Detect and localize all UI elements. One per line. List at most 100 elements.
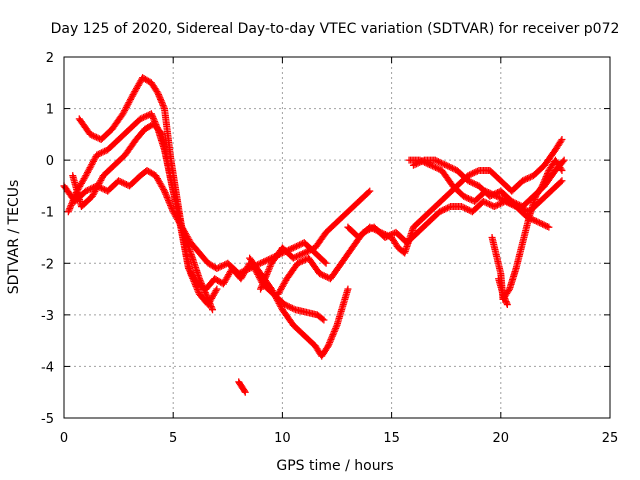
data-point: [263, 271, 271, 279]
data-point: [203, 293, 211, 301]
data-series-group: [60, 74, 568, 396]
data-point: [375, 228, 383, 236]
data-point: [93, 183, 101, 191]
data-point: [99, 185, 107, 193]
data-point: [166, 200, 174, 208]
data-point: [96, 178, 104, 186]
data-point: [240, 387, 248, 395]
data-point: [538, 182, 546, 190]
data-point: [447, 164, 455, 172]
data-point: [486, 192, 494, 200]
data-point: [254, 270, 262, 278]
data-point: [98, 175, 106, 183]
data-point: [288, 304, 296, 312]
data-point: [119, 179, 127, 187]
data-point: [259, 280, 267, 288]
data-point: [91, 154, 99, 162]
data-point: [537, 220, 545, 228]
data-point: [413, 160, 421, 168]
data-point: [289, 254, 297, 262]
data-point: [94, 150, 102, 158]
data-point: [208, 304, 216, 312]
y-tick-labels: -5 -4 -3 -2 -1 0 1 2: [41, 51, 54, 427]
data-point: [201, 289, 209, 297]
data-point: [525, 174, 533, 182]
data-point: [68, 198, 76, 206]
data-point: [287, 303, 295, 311]
data-point: [83, 170, 91, 178]
data-point: [514, 200, 522, 208]
data-point: [95, 180, 103, 188]
data-point: [68, 200, 76, 208]
series-track-4: [69, 120, 254, 293]
data-point: [330, 328, 338, 336]
data-point: [319, 271, 327, 279]
data-point: [66, 203, 74, 211]
data-point: [532, 217, 540, 225]
data-point: [464, 194, 472, 202]
data-point: [484, 200, 492, 208]
data-point: [216, 263, 224, 271]
y-tick-label: -1: [41, 206, 54, 221]
data-point: [115, 177, 123, 185]
data-point: [85, 186, 93, 194]
data-point: [248, 259, 256, 267]
data-point: [544, 170, 552, 178]
data-point: [540, 221, 548, 229]
data-point: [543, 222, 551, 230]
data-point: [253, 269, 261, 277]
data-point: [439, 160, 447, 168]
data-point: [162, 190, 170, 198]
data-point: [323, 343, 331, 351]
data-point: [472, 168, 480, 176]
data-point: [97, 176, 105, 184]
y-tick-label: 1: [46, 103, 54, 118]
data-point: [128, 92, 136, 100]
data-point: [250, 264, 258, 272]
data-point: [164, 197, 172, 205]
data-point: [70, 195, 78, 203]
data-point: [259, 279, 267, 287]
data-point: [252, 267, 260, 275]
data-point: [116, 178, 124, 186]
data-point: [212, 287, 220, 295]
series-track-14: [495, 275, 511, 309]
data-point: [539, 220, 547, 228]
data-point: [84, 168, 92, 176]
series-track-8: [257, 187, 374, 293]
data-point: [526, 173, 534, 181]
data-point: [512, 200, 520, 208]
data-point: [298, 257, 306, 265]
data-point: [322, 259, 330, 267]
data-point: [464, 177, 472, 185]
data-point: [416, 158, 424, 166]
data-point: [369, 225, 377, 233]
data-point: [557, 165, 565, 173]
data-point: [127, 95, 135, 103]
data-point: [470, 169, 478, 177]
data-point: [520, 176, 528, 184]
data-point: [288, 245, 296, 253]
data-point: [444, 162, 452, 170]
data-point: [156, 94, 164, 102]
data-point: [457, 203, 465, 211]
y-tick-label: 0: [46, 154, 54, 169]
data-point: [158, 100, 166, 108]
data-point: [141, 113, 149, 121]
data-point: [380, 230, 388, 238]
data-point: [99, 148, 107, 156]
data-point: [448, 164, 456, 172]
data-point: [489, 191, 497, 199]
x-tick-label: 20: [493, 431, 510, 446]
data-point: [120, 108, 128, 116]
data-point: [292, 253, 300, 261]
data-point: [85, 165, 93, 173]
data-point: [258, 282, 266, 290]
data-point: [153, 88, 161, 96]
data-point: [508, 197, 516, 205]
data-point: [428, 162, 436, 170]
grid-lines: [64, 57, 610, 418]
data-point: [214, 264, 222, 272]
data-point: [121, 180, 129, 188]
